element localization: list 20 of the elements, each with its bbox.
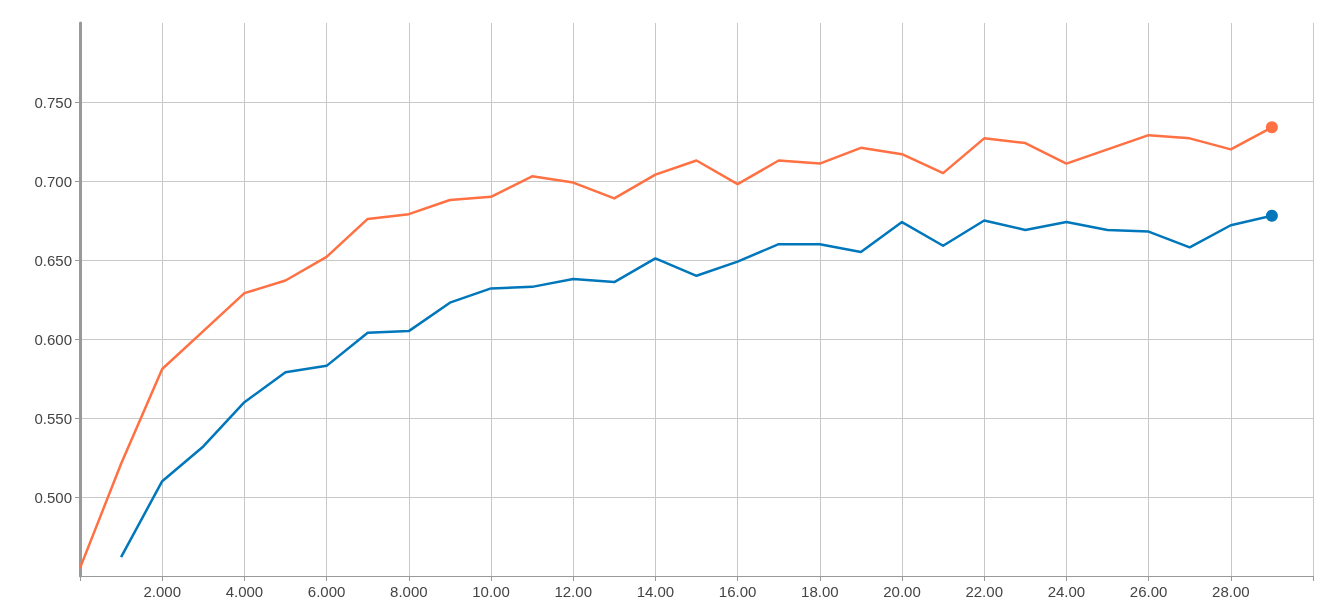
x-tick-label: 10.00 [472,583,510,600]
y-tick-label: 0.650 [34,251,72,269]
x-tick-label: 8.000 [390,583,428,600]
x-tick-label: 22.00 [965,583,1003,600]
x-tick-label: 12.00 [554,583,592,600]
x-tick-label: 2.000 [143,583,181,600]
x-tick-label: 26.00 [1129,583,1168,600]
x-tick-label: 18.00 [801,583,839,600]
x-tick-label: 14.00 [636,583,675,600]
y-tick-label: 0.600 [34,330,72,348]
y-tick-label: 0.550 [34,409,72,427]
y-tick-label: 0.500 [34,488,72,506]
x-tick-label: 20.00 [883,583,921,600]
y-tick-label: 0.700 [34,172,72,190]
x-tick-label: 28.00 [1212,583,1250,600]
y-tick-label: 0.750 [34,93,72,111]
x-tick-label: 4.000 [225,583,264,600]
x-tick-label: 16.00 [718,583,757,600]
x-tick-label: 24.00 [1047,583,1086,600]
x-tick-label: 6.000 [307,583,346,600]
